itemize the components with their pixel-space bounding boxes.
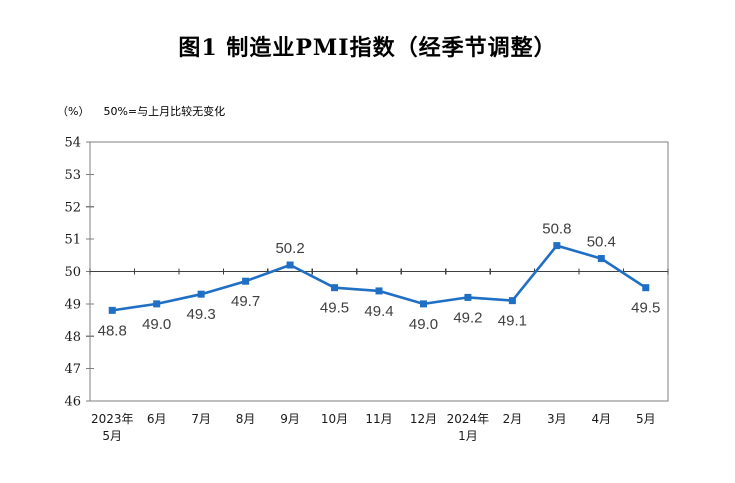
data-point-marker (419, 300, 427, 308)
y-tick-label: 50 (64, 265, 81, 280)
y-axis-unit-label: （%） (57, 105, 90, 118)
data-point-marker (464, 293, 472, 301)
axis-note-row: （%） 50%=与上月比较无变化 (57, 103, 225, 119)
data-point-label: 49.7 (231, 293, 260, 310)
y-tick-label: 46 (64, 395, 81, 410)
y-tick-label: 48 (64, 330, 81, 345)
x-tick-label: 12月 (410, 412, 437, 426)
x-tick-label: 3月 (547, 412, 567, 426)
pmi-series-line (110, 244, 648, 312)
data-point-marker (375, 287, 383, 295)
x-tick-label: 1月 (458, 429, 478, 443)
x-tick-label: 8月 (236, 412, 256, 426)
data-point-marker (153, 300, 161, 308)
reference-note-label: 50%=与上月比较无变化 (103, 105, 226, 118)
x-tick-label: 10月 (321, 412, 348, 426)
y-tick-label: 51 (64, 233, 81, 248)
data-point-label: 48.8 (98, 322, 127, 339)
data-point-label: 49.4 (364, 303, 393, 320)
x-tick-label: 2023年 (91, 412, 134, 426)
data-point-marker (597, 255, 605, 263)
x-tick-label: 5月 (636, 412, 656, 426)
data-point-label: 49.5 (631, 300, 660, 317)
data-point-label: 49.2 (453, 309, 482, 326)
x-tick-label: 11月 (365, 412, 392, 426)
x-tick-label: 4月 (591, 412, 611, 426)
data-point-marker (553, 242, 561, 250)
data-point-label: 49.0 (142, 316, 171, 333)
x-tick-label: 5月 (102, 429, 122, 443)
y-tick-label: 49 (64, 297, 81, 312)
y-tick-label: 53 (64, 168, 81, 183)
data-point-label: 49.3 (187, 306, 216, 323)
x-tick-label: 2024年 (447, 412, 490, 426)
data-point-label: 50.4 (587, 234, 616, 251)
data-point-marker (242, 277, 250, 285)
x-tick-label: 6月 (147, 412, 167, 426)
data-point-marker (286, 261, 294, 269)
y-tick-label: 52 (64, 200, 81, 215)
x-tick-label: 9月 (280, 412, 300, 426)
data-point-label: 50.8 (542, 221, 571, 238)
data-point-label: 50.2 (275, 240, 304, 257)
x-tick-label: 7月 (191, 412, 211, 426)
data-point-label: 49.0 (409, 316, 438, 333)
data-point-marker (508, 297, 516, 305)
data-point-label: 49.1 (498, 313, 527, 330)
data-point-marker (197, 290, 205, 298)
data-point-marker (642, 284, 650, 292)
x-tick-label: 2月 (503, 412, 523, 426)
data-point-marker (331, 284, 339, 292)
data-point-marker (108, 306, 116, 314)
data-point-label: 49.5 (320, 300, 349, 317)
chart-title: 图1 制造业PMI指数（经季节调整） (178, 35, 557, 61)
y-tick-label: 47 (64, 362, 81, 377)
y-tick-label: 54 (64, 136, 81, 151)
